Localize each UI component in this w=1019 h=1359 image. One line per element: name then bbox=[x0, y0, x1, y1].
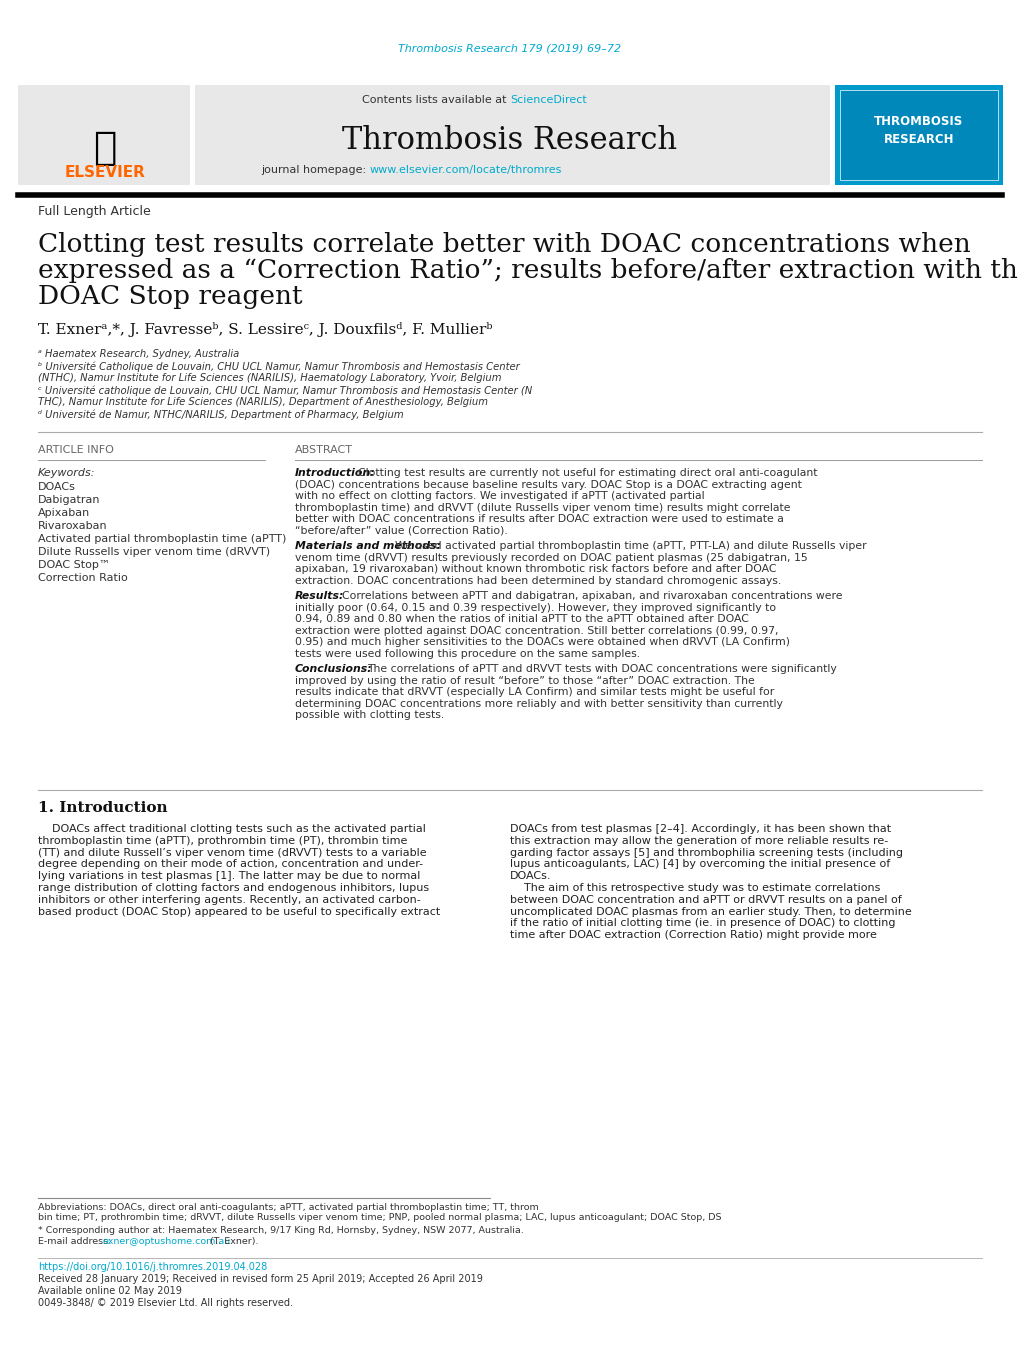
Text: Full Length Article: Full Length Article bbox=[38, 205, 151, 217]
Text: degree depending on their mode of action, concentration and under-: degree depending on their mode of action… bbox=[38, 859, 423, 870]
Text: better with DOAC concentrations if results after DOAC extraction were used to es: better with DOAC concentrations if resul… bbox=[294, 514, 784, 525]
Text: Introduction:: Introduction: bbox=[294, 467, 375, 478]
Text: ᵈ Université de Namur, NTHC/NARILIS, Department of Pharmacy, Belgium: ᵈ Université de Namur, NTHC/NARILIS, Dep… bbox=[38, 409, 404, 420]
Text: (TT) and dilute Russell’s viper venom time (dRVVT) tests to a variable: (TT) and dilute Russell’s viper venom ti… bbox=[38, 848, 426, 858]
Text: between DOAC concentration and aPTT or dRVVT results on a panel of: between DOAC concentration and aPTT or d… bbox=[510, 894, 901, 905]
Text: Clotting test results correlate better with DOAC concentrations when: Clotting test results correlate better w… bbox=[38, 232, 970, 257]
Text: Available online 02 May 2019: Available online 02 May 2019 bbox=[38, 1286, 181, 1296]
Text: DOACs affect traditional clotting tests such as the activated partial: DOACs affect traditional clotting tests … bbox=[38, 824, 426, 834]
Text: T. Exnerᵃ,*, J. Favresseᵇ, S. Lessireᶜ, J. Douxfilsᵈ, F. Mullierᵇ: T. Exnerᵃ,*, J. Favresseᵇ, S. Lessireᶜ, … bbox=[38, 322, 492, 337]
Text: apixaban, 19 rivaroxaban) without known thrombotic risk factors before and after: apixaban, 19 rivaroxaban) without known … bbox=[294, 564, 775, 573]
Text: “before/after” value (Correction Ratio).: “before/after” value (Correction Ratio). bbox=[294, 526, 507, 535]
Text: initially poor (0.64, 0.15 and 0.39 respectively). However, they improved signif: initially poor (0.64, 0.15 and 0.39 resp… bbox=[294, 602, 775, 613]
Text: exner@optushome.com.au: exner@optushome.com.au bbox=[103, 1237, 231, 1246]
Text: ᶜ Université catholique de Louvain, CHU UCL Namur, Namur Thrombosis and Hemostas: ᶜ Université catholique de Louvain, CHU … bbox=[38, 386, 532, 395]
Text: thromboplastin time (aPTT), prothrombin time (PT), thrombin time: thromboplastin time (aPTT), prothrombin … bbox=[38, 836, 407, 845]
Text: Received 28 January 2019; Received in revised form 25 April 2019; Accepted 26 Ap: Received 28 January 2019; Received in re… bbox=[38, 1273, 482, 1284]
Text: www.elsevier.com/locate/thromres: www.elsevier.com/locate/thromres bbox=[370, 164, 561, 175]
Text: Keywords:: Keywords: bbox=[38, 467, 96, 478]
Text: based product (DOAC Stop) appeared to be useful to specifically extract: based product (DOAC Stop) appeared to be… bbox=[38, 906, 440, 916]
Bar bbox=[840, 90, 997, 179]
Text: DOACs.: DOACs. bbox=[510, 871, 551, 881]
Text: ᵇ Université Catholique de Louvain, CHU UCL Namur, Namur Thrombosis and Hemostas: ᵇ Université Catholique de Louvain, CHU … bbox=[38, 361, 523, 372]
Text: DOACs: DOACs bbox=[38, 482, 75, 492]
Text: thromboplastin time) and dRVVT (dilute Russells viper venom time) results might : thromboplastin time) and dRVVT (dilute R… bbox=[294, 503, 790, 512]
Text: The correlations of aPTT and dRVVT tests with DOAC concentrations were significa: The correlations of aPTT and dRVVT tests… bbox=[367, 665, 836, 674]
Text: ARTICLE INFO: ARTICLE INFO bbox=[38, 444, 114, 455]
Text: with no effect on clotting factors. We investigated if aPTT (activated partial: with no effect on clotting factors. We i… bbox=[294, 491, 704, 501]
Text: uncomplicated DOAC plasmas from an earlier study. Then, to determine: uncomplicated DOAC plasmas from an earli… bbox=[510, 906, 911, 916]
Text: ᵃ Haematex Research, Sydney, Australia: ᵃ Haematex Research, Sydney, Australia bbox=[38, 349, 239, 359]
Text: determining DOAC concentrations more reliably and with better sensitivity than c: determining DOAC concentrations more rel… bbox=[294, 699, 783, 708]
Text: 0.95) and much higher sensitivities to the DOACs were obtained when dRVVT (LA Co: 0.95) and much higher sensitivities to t… bbox=[294, 637, 790, 647]
Text: Correction Ratio: Correction Ratio bbox=[38, 573, 127, 583]
Text: Contents lists available at: Contents lists available at bbox=[362, 95, 510, 105]
Text: (NTHC), Namur Institute for Life Sciences (NARILIS), Haematology Laboratory, Yvo: (NTHC), Namur Institute for Life Science… bbox=[38, 372, 501, 383]
Text: Apixaban: Apixaban bbox=[38, 508, 90, 518]
Text: E-mail address:: E-mail address: bbox=[38, 1237, 111, 1246]
Text: Abbreviations: DOACs, direct oral anti-coagulants; aPTT, activated partial throm: Abbreviations: DOACs, direct oral anti-c… bbox=[38, 1203, 538, 1212]
Text: Activated partial thromboplastin time (aPTT): Activated partial thromboplastin time (a… bbox=[38, 534, 286, 544]
Text: Results:: Results: bbox=[294, 591, 344, 601]
Text: range distribution of clotting factors and endogenous inhibitors, lupus: range distribution of clotting factors a… bbox=[38, 883, 429, 893]
Text: THC), Namur Institute for Life Sciences (NARILIS), Department of Anesthesiology,: THC), Namur Institute for Life Sciences … bbox=[38, 397, 487, 406]
Text: 0049-3848/ © 2019 Elsevier Ltd. All rights reserved.: 0049-3848/ © 2019 Elsevier Ltd. All righ… bbox=[38, 1298, 292, 1307]
Text: lupus anticoagulants, LAC) [4] by overcoming the initial presence of: lupus anticoagulants, LAC) [4] by overco… bbox=[510, 859, 890, 870]
Text: We used activated partial thromboplastin time (aPTT, PTT-LA) and dilute Russells: We used activated partial thromboplastin… bbox=[394, 541, 866, 550]
Text: garding factor assays [5] and thrombophilia screening tests (including: garding factor assays [5] and thrombophi… bbox=[510, 848, 902, 858]
Text: results indicate that dRVVT (especially LA Confirm) and similar tests might be u: results indicate that dRVVT (especially … bbox=[294, 688, 773, 697]
Text: bin time; PT, prothrombin time; dRVVT, dilute Russells viper venom time; PNP, po: bin time; PT, prothrombin time; dRVVT, d… bbox=[38, 1214, 720, 1222]
Text: Correlations between aPTT and dabigatran, apixaban, and rivaroxaban concentratio: Correlations between aPTT and dabigatran… bbox=[341, 591, 842, 601]
Text: 0.94, 0.89 and 0.80 when the ratios of initial aPTT to the aPTT obtained after D: 0.94, 0.89 and 0.80 when the ratios of i… bbox=[294, 614, 748, 624]
Text: Dabigatran: Dabigatran bbox=[38, 495, 101, 506]
Text: inhibitors or other interfering agents. Recently, an activated carbon-: inhibitors or other interfering agents. … bbox=[38, 894, 421, 905]
Text: The aim of this retrospective study was to estimate correlations: The aim of this retrospective study was … bbox=[510, 883, 879, 893]
Text: THROMBOSIS
RESEARCH: THROMBOSIS RESEARCH bbox=[873, 114, 963, 145]
Text: Conclusions:: Conclusions: bbox=[294, 665, 372, 674]
Text: (T. Exner).: (T. Exner). bbox=[210, 1237, 258, 1246]
Text: 🌳: 🌳 bbox=[93, 129, 116, 167]
Text: ELSEVIER: ELSEVIER bbox=[64, 164, 146, 179]
Text: Materials and methods:: Materials and methods: bbox=[294, 541, 440, 550]
Text: Thrombosis Research: Thrombosis Research bbox=[342, 125, 677, 155]
Text: extraction were plotted against DOAC concentration. Still better correlations (0: extraction were plotted against DOAC con… bbox=[294, 625, 777, 636]
Text: expressed as a “Correction Ratio”; results before/after extraction with the: expressed as a “Correction Ratio”; resul… bbox=[38, 258, 1019, 283]
Text: this extraction may allow the generation of more reliable results re-: this extraction may allow the generation… bbox=[510, 836, 888, 845]
Text: Thrombosis Research 179 (2019) 69–72: Thrombosis Research 179 (2019) 69–72 bbox=[398, 43, 621, 53]
Text: (DOAC) concentrations because baseline results vary. DOAC Stop is a DOAC extract: (DOAC) concentrations because baseline r… bbox=[294, 480, 801, 489]
Bar bbox=[195, 86, 829, 185]
Text: DOAC Stop™: DOAC Stop™ bbox=[38, 560, 110, 569]
Text: https://doi.org/10.1016/j.thromres.2019.04.028: https://doi.org/10.1016/j.thromres.2019.… bbox=[38, 1263, 267, 1272]
Text: ABSTRACT: ABSTRACT bbox=[294, 444, 353, 455]
Text: Dilute Russells viper venom time (dRVVT): Dilute Russells viper venom time (dRVVT) bbox=[38, 548, 270, 557]
Text: extraction. DOAC concentrations had been determined by standard chromogenic assa: extraction. DOAC concentrations had been… bbox=[294, 575, 781, 586]
Bar bbox=[835, 86, 1002, 185]
Text: DOACs from test plasmas [2–4]. Accordingly, it has been shown that: DOACs from test plasmas [2–4]. According… bbox=[510, 824, 891, 834]
Text: lying variations in test plasmas [1]. The latter may be due to normal: lying variations in test plasmas [1]. Th… bbox=[38, 871, 420, 881]
Text: Clotting test results are currently not useful for estimating direct oral anti-c: Clotting test results are currently not … bbox=[358, 467, 816, 478]
Text: 1. Introduction: 1. Introduction bbox=[38, 800, 167, 815]
Text: venom time (dRVVT) results previously recorded on DOAC patient plasmas (25 dabig: venom time (dRVVT) results previously re… bbox=[294, 553, 807, 563]
Text: ScienceDirect: ScienceDirect bbox=[510, 95, 586, 105]
Bar bbox=[18, 86, 190, 185]
Text: improved by using the ratio of result “before” to those “after” DOAC extraction.: improved by using the ratio of result “b… bbox=[294, 675, 754, 685]
Text: journal homepage:: journal homepage: bbox=[261, 164, 370, 175]
Text: possible with clotting tests.: possible with clotting tests. bbox=[294, 709, 444, 720]
Text: * Corresponding author at: Haematex Research, 9/17 King Rd, Hornsby, Sydney, NSW: * Corresponding author at: Haematex Rese… bbox=[38, 1226, 523, 1235]
Text: Rivaroxaban: Rivaroxaban bbox=[38, 520, 108, 531]
Text: DOAC Stop reagent: DOAC Stop reagent bbox=[38, 284, 303, 308]
Text: time after DOAC extraction (Correction Ratio) might provide more: time after DOAC extraction (Correction R… bbox=[510, 930, 876, 940]
Text: if the ratio of initial clotting time (ie. in presence of DOAC) to clotting: if the ratio of initial clotting time (i… bbox=[510, 919, 895, 928]
Text: tests were used following this procedure on the same samples.: tests were used following this procedure… bbox=[294, 648, 640, 659]
